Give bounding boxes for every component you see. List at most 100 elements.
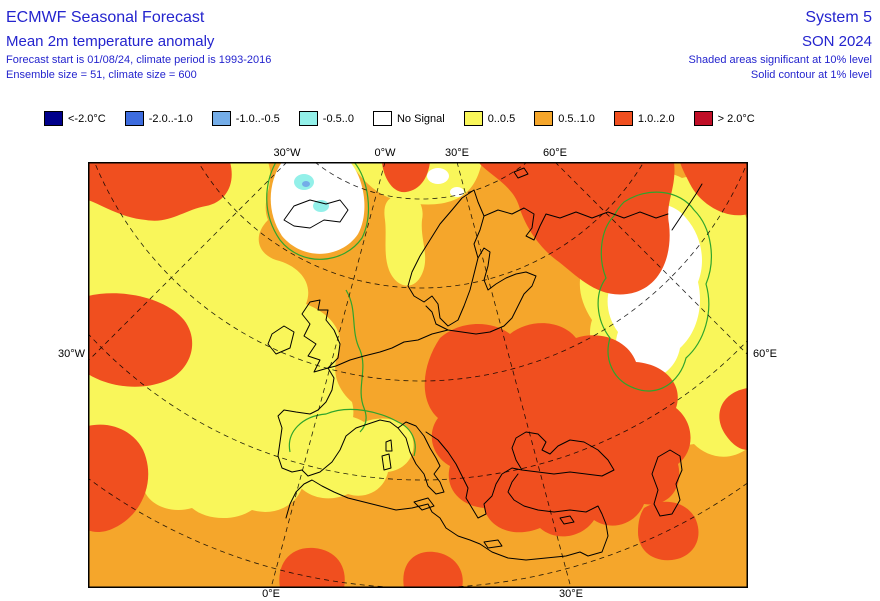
legend-swatch [124, 111, 144, 126]
season-label: SON 2024 [801, 33, 872, 50]
legend-item: 0..0.5 [463, 111, 516, 126]
legend-label: No Signal [396, 112, 445, 125]
coord-label-top-0w: 0°W [373, 147, 397, 159]
coast-turkey-north-africa [285, 473, 609, 561]
system-label: System 5 [805, 9, 872, 26]
coord-label-top-30w: 30°W [272, 147, 302, 159]
meridian-0 [270, 162, 386, 588]
region-red-top-small [382, 162, 430, 193]
legend-label: 1.0..2.0 [637, 112, 675, 125]
ensemble-size-info: Ensemble size = 51, climate size = 600 [6, 69, 197, 81]
meridian-60e [554, 162, 748, 356]
coast-italy [397, 421, 445, 495]
coast-atlantic-west [277, 329, 449, 477]
forecast-start-info: Forecast start is 01/08/24, climate peri… [6, 54, 272, 66]
coast-sicily [413, 497, 435, 511]
coast-great-britain [301, 299, 341, 373]
legend-label: > 2.0°C [717, 112, 755, 125]
legend-label: 0..0.5 [487, 112, 516, 125]
coord-label-bottom-30e: 30°E [558, 588, 584, 600]
coast-black-sea [511, 431, 615, 477]
coord-label-top-60e: 60°E [542, 147, 568, 159]
coast-crete [483, 539, 503, 549]
legend: <-2.0°C -2.0..-1.0 -1.0..-0.5 -0.5..0 No Sig… [44, 111, 774, 126]
region-red-right-edge [719, 388, 748, 450]
page-title: ECMWF Seasonal Forecast [6, 9, 205, 26]
legend-label: <-2.0°C [68, 112, 106, 125]
coast-scandinavia [407, 189, 485, 327]
region-red-bottom-2 [403, 551, 463, 588]
legend-swatch [613, 111, 633, 126]
legend-label: -2.0..-1.0 [148, 112, 193, 125]
anomaly-red-regions [88, 162, 748, 588]
region-red-north-russia [478, 162, 675, 295]
contour-east-blob [597, 191, 712, 392]
chart-subtitle: Mean 2m temperature anomaly [6, 33, 215, 50]
legend-item: -0.5..0 [298, 111, 354, 126]
coast-spain-med [307, 419, 399, 477]
header-right: System 5 SON 2024 Shaded areas significa… [689, 6, 872, 83]
region-yellow-west-mediterranean [286, 414, 414, 499]
header-left: ECMWF Seasonal Forecast Mean 2m temperat… [6, 6, 271, 83]
region-lightblue-iceland [302, 181, 310, 187]
coast-caspian [651, 449, 683, 517]
coord-label-top-30e: 30°E [444, 147, 470, 159]
coast-novaya-zemlya [671, 183, 703, 231]
meridian-30w [88, 162, 288, 362]
legend-label: 0.5..1.0 [558, 112, 595, 125]
coast-ireland [267, 325, 295, 355]
coast-arctic-russia [483, 207, 669, 241]
parallel-60n [197, 162, 645, 289]
legend-swatch [44, 111, 63, 126]
coast-balkans-greece [425, 431, 523, 519]
legend-swatch [211, 111, 231, 126]
coord-label-bottom-0e: 0°E [261, 588, 281, 600]
region-red-bottom-1 [279, 547, 345, 588]
coord-label-left-30w: 30°W [30, 348, 86, 360]
legend-swatch [534, 111, 554, 126]
region-white-speck-1 [427, 168, 449, 184]
legend-item: No Signal [372, 111, 445, 126]
region-white-speck-2 [450, 187, 464, 197]
legend-item: 1.0..2.0 [613, 111, 675, 126]
region-red-topleft [88, 162, 232, 221]
coastlines [267, 167, 703, 561]
coast-iceland [283, 199, 349, 229]
legend-swatch [298, 111, 318, 126]
significance-note: Shaded areas significant at 10% level [688, 54, 872, 66]
meridian-30e [456, 162, 572, 588]
contour-iceland [266, 162, 369, 260]
coast-denmark [425, 305, 437, 325]
legend-swatch [463, 111, 483, 126]
europe-anomaly-map [88, 162, 748, 588]
region-red-left-mid [88, 293, 193, 387]
legend-label: -0.5..0 [322, 112, 354, 125]
region-yellow-norway [384, 193, 426, 286]
legend-item: 0.5..1.0 [534, 111, 595, 126]
legend-swatch [693, 111, 713, 126]
coast-arctic-island [513, 167, 529, 179]
legend-swatch [372, 111, 392, 126]
region-red-topright [680, 162, 748, 216]
coast-corsica [385, 439, 393, 452]
coast-cyprus [559, 515, 575, 525]
region-cyan-iceland-2 [313, 200, 329, 212]
region-red-left-bottom [88, 424, 149, 533]
graticule [88, 162, 748, 588]
legend-item: > 2.0°C [693, 111, 755, 126]
contour-note: Solid contour at 1% level [750, 69, 872, 81]
region-red-caspian-south [638, 501, 699, 561]
legend-label: -1.0..-0.5 [235, 112, 280, 125]
anomaly-cool-specks [294, 174, 329, 212]
contour-west-med [288, 408, 416, 457]
legend-item: -1.0..-0.5 [211, 111, 280, 126]
region-yellow-atlantic-west [88, 162, 354, 519]
legend-item: <-2.0°C [44, 111, 106, 126]
map-border [88, 162, 748, 588]
coast-sardinia [381, 453, 392, 471]
coast-baltic-finland [435, 247, 537, 335]
legend-item: -2.0..-1.0 [124, 111, 193, 126]
coord-label-right-60e: 60°E [752, 348, 778, 360]
region-red-blacksea-balkans [424, 323, 691, 537]
